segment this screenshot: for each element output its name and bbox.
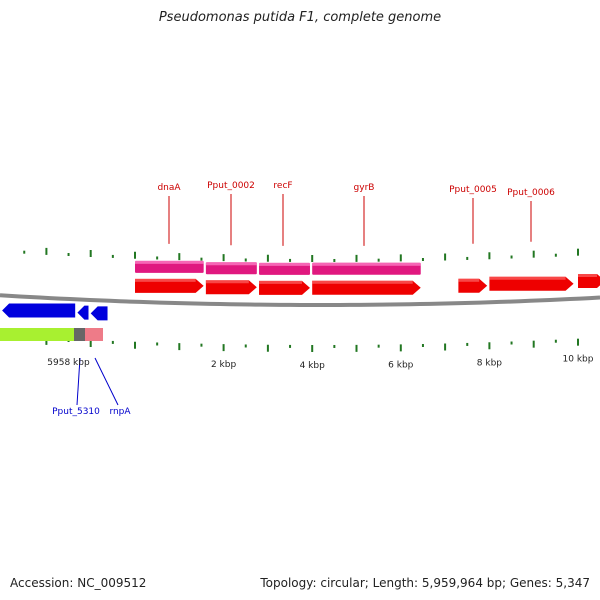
scale-label-2-kbp: 2 kbp [211, 360, 237, 370]
gene-arrow-dnaa [135, 278, 204, 293]
genome-backbone [0, 293, 600, 308]
gene-label-pput-0005: Pput_0005 [449, 185, 497, 195]
cds-band-highlight [135, 260, 204, 264]
rna-band-pink [85, 328, 103, 341]
gene-label-rnpa: rnpA [109, 407, 131, 417]
map-title: Pseudomonas putida F1, complete genome [158, 10, 442, 25]
cds-band-highlight [205, 262, 257, 266]
reverse-strand-genes [2, 303, 108, 321]
rna-band-green [0, 328, 75, 341]
gene-label-recf: recF [273, 181, 292, 191]
scale-label-8-kbp: 8 kbp [477, 358, 503, 368]
gene-arrow-gyrb [312, 280, 421, 295]
gene-arrow-pput-0005 [458, 278, 488, 293]
gene-arrow-pput-0006 [489, 276, 574, 291]
gene-arrow-highlight [259, 280, 302, 284]
forward-strand-genes [135, 273, 600, 295]
scale-label-5958-kbp: 5958 kbp [47, 358, 90, 368]
gene-label-pput-0006: Pput_0006 [507, 188, 555, 198]
gene-arrow-unnamed [2, 303, 76, 318]
gene-arrow-recf [259, 280, 310, 295]
gene-label-dnaa: dnaA [157, 183, 181, 193]
leader-line-rnpa [94, 357, 119, 406]
scale-label-4-kbp: 4 kbp [300, 361, 326, 371]
accession-label: Accession: NC_009512 [10, 576, 147, 590]
gene-labels: dnaA Pput_0002 recF gyrB Pput_0005 Pput_0006 P… [52, 181, 555, 417]
gene-arrow-unnamed [578, 273, 600, 288]
gene-arrow-highlight [205, 280, 249, 284]
gene-arrow-pput-5310 [77, 305, 89, 320]
gene-label-pput-5310: Pput_5310 [52, 407, 100, 417]
gene-label-gyrb: gyrB [354, 183, 375, 193]
gene-arrow-highlight [135, 278, 196, 282]
gene-arrow-highlight [458, 278, 480, 282]
rna-track [0, 328, 103, 341]
scale-labels: 5958 kbp 2 kbp 4 kbp 6 kbp 8 kbp 10 kbp [47, 355, 593, 371]
cds-band-highlight [312, 262, 421, 266]
gene-arrow-pput-0002 [205, 280, 257, 295]
rna-band-dark [74, 328, 85, 341]
genome-summary: Topology: circular; Length: 5,959,964 bp… [260, 576, 590, 590]
gene-arrow-highlight [489, 276, 566, 280]
leader-line-pput-5310 [76, 357, 81, 406]
gene-label-pput-0002: Pput_0002 [207, 181, 255, 191]
gene-arrow-highlight [312, 280, 413, 284]
cds-band-highlight [259, 262, 310, 266]
tick-marks [23, 247, 579, 352]
gene-arrow-rnpa [90, 306, 108, 321]
scale-label-6-kbp: 6 kbp [388, 360, 414, 370]
gene-arrow-highlight [578, 273, 597, 277]
scale-label-10-kbp: 10 kbp [563, 355, 594, 365]
cds-bands [135, 260, 421, 275]
